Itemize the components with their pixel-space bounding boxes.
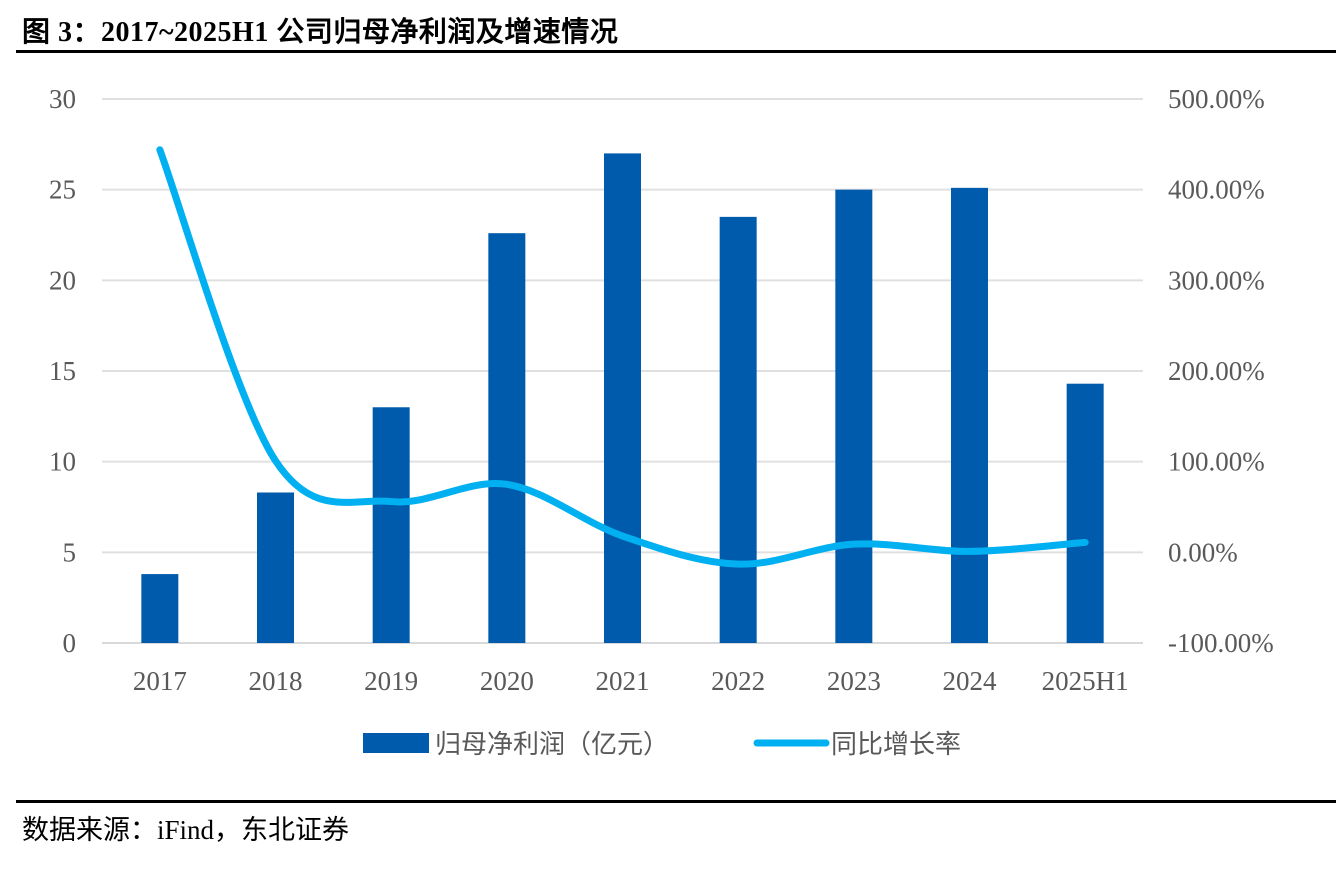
source-rule — [16, 800, 1336, 803]
bar — [488, 233, 526, 644]
y-tick-label: 30 — [49, 84, 76, 114]
y-axis-left: 0 5 10 15 20 25 30 — [49, 84, 76, 658]
bar — [257, 492, 294, 643]
y-axis-right: -100.00% 0.00% 100.00% 200.00% 300.00% 400.00… — [1168, 84, 1274, 658]
bar-series — [141, 153, 1104, 644]
y2-tick-label: -100.00% — [1168, 628, 1274, 658]
y-tick-label: 0 — [63, 628, 77, 658]
y-tick-label: 10 — [49, 447, 76, 477]
x-tick-label: 2024 — [943, 666, 998, 696]
x-tick-label: 2017 — [133, 666, 187, 696]
bar — [719, 216, 757, 643]
legend-label-bar: 归母净利润（亿元） — [435, 730, 669, 760]
y-tick-label: 25 — [49, 175, 76, 205]
y2-tick-label: 500.00% — [1168, 84, 1265, 114]
legend: 归母净利润（亿元） 同比增长率 — [363, 730, 961, 760]
x-axis: 2017 2018 2019 2020 2021 2022 2023 2024 2025H1 — [133, 666, 1129, 696]
legend-label-line: 同比增长率 — [831, 730, 961, 760]
y2-tick-label: 400.00% — [1168, 175, 1265, 205]
line-series — [156, 146, 1089, 568]
y-tick-label: 15 — [49, 356, 76, 386]
x-tick-label: 2018 — [249, 666, 303, 696]
bar — [141, 574, 179, 643]
x-tick-label: 2022 — [711, 666, 765, 696]
bar — [372, 407, 410, 643]
bar — [604, 153, 641, 643]
legend-swatch-bar — [363, 733, 429, 753]
x-tick-label: 2025H1 — [1042, 666, 1129, 696]
figure-title: 图 3：2017~2025H1 公司归母净利润及增速情况 — [22, 17, 619, 48]
combo-chart: 0 5 10 15 20 25 30 -100.00% 0.00% 100.00% 200.00%… — [49, 84, 1274, 760]
y2-tick-label: 0.00% — [1168, 537, 1238, 567]
y2-tick-label: 300.00% — [1168, 265, 1265, 295]
y-tick-label: 20 — [49, 265, 76, 295]
x-tick-label: 2023 — [827, 666, 881, 696]
bar — [1066, 383, 1104, 643]
bar — [951, 187, 988, 643]
x-tick-label: 2020 — [480, 666, 534, 696]
y-tick-label: 5 — [63, 537, 77, 567]
y2-tick-label: 100.00% — [1168, 447, 1265, 477]
bar — [835, 189, 873, 643]
x-tick-label: 2019 — [364, 666, 418, 696]
x-tick-label: 2021 — [596, 666, 650, 696]
data-source-note: 数据来源：iFind，东北证券 — [22, 815, 350, 845]
title-rule — [16, 50, 1336, 53]
growth-rate-line — [156, 146, 1089, 568]
y2-tick-label: 200.00% — [1168, 356, 1265, 386]
